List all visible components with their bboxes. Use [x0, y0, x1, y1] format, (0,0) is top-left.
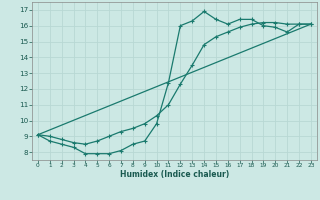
X-axis label: Humidex (Indice chaleur): Humidex (Indice chaleur) [120, 170, 229, 179]
